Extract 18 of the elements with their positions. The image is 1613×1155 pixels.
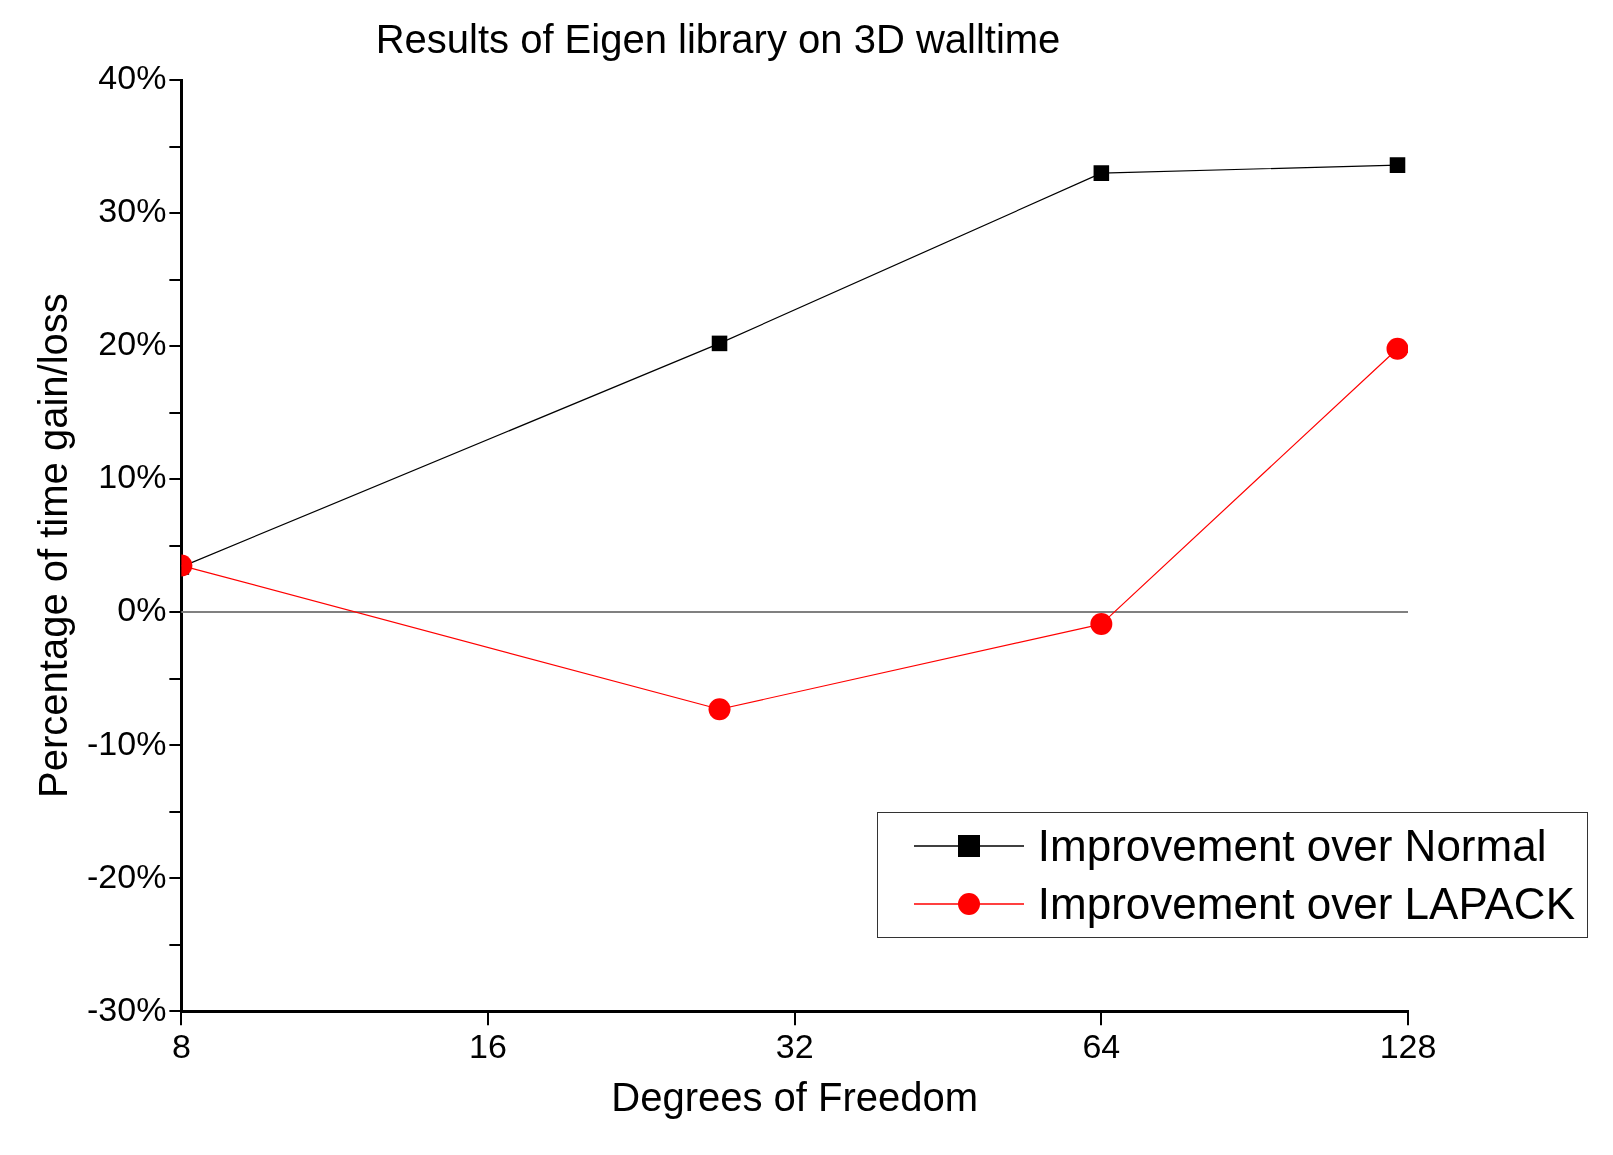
chart-title: Results of Eigen library on 3D walltime (375, 17, 1061, 62)
y-axis-title: Percentage of time gain/loss (31, 293, 76, 798)
x-tick-label: 16 (469, 1026, 507, 1065)
x-axis-title: Degrees of Freedom (611, 1075, 979, 1120)
legend-label: Improvement over LAPACK (1037, 878, 1575, 930)
x-tick-label: 128 (1379, 1026, 1437, 1065)
x-tick-label: 32 (775, 1026, 814, 1065)
legend-label: Improvement over Normal (1037, 820, 1547, 872)
y-tick-label: 40% (98, 58, 167, 97)
x-tick-label: 8 (171, 1026, 191, 1065)
y-tick-label: 10% (98, 457, 167, 496)
y-tick-label: -10% (87, 723, 167, 762)
y-tick-label: 30% (98, 191, 167, 230)
y-tick-label: 20% (98, 324, 167, 363)
x-tick-label: 64 (1082, 1026, 1121, 1065)
y-tick-label: 0% (117, 590, 167, 629)
y-tick-label: -20% (87, 856, 167, 895)
y-tick-label: -30% (87, 989, 167, 1028)
